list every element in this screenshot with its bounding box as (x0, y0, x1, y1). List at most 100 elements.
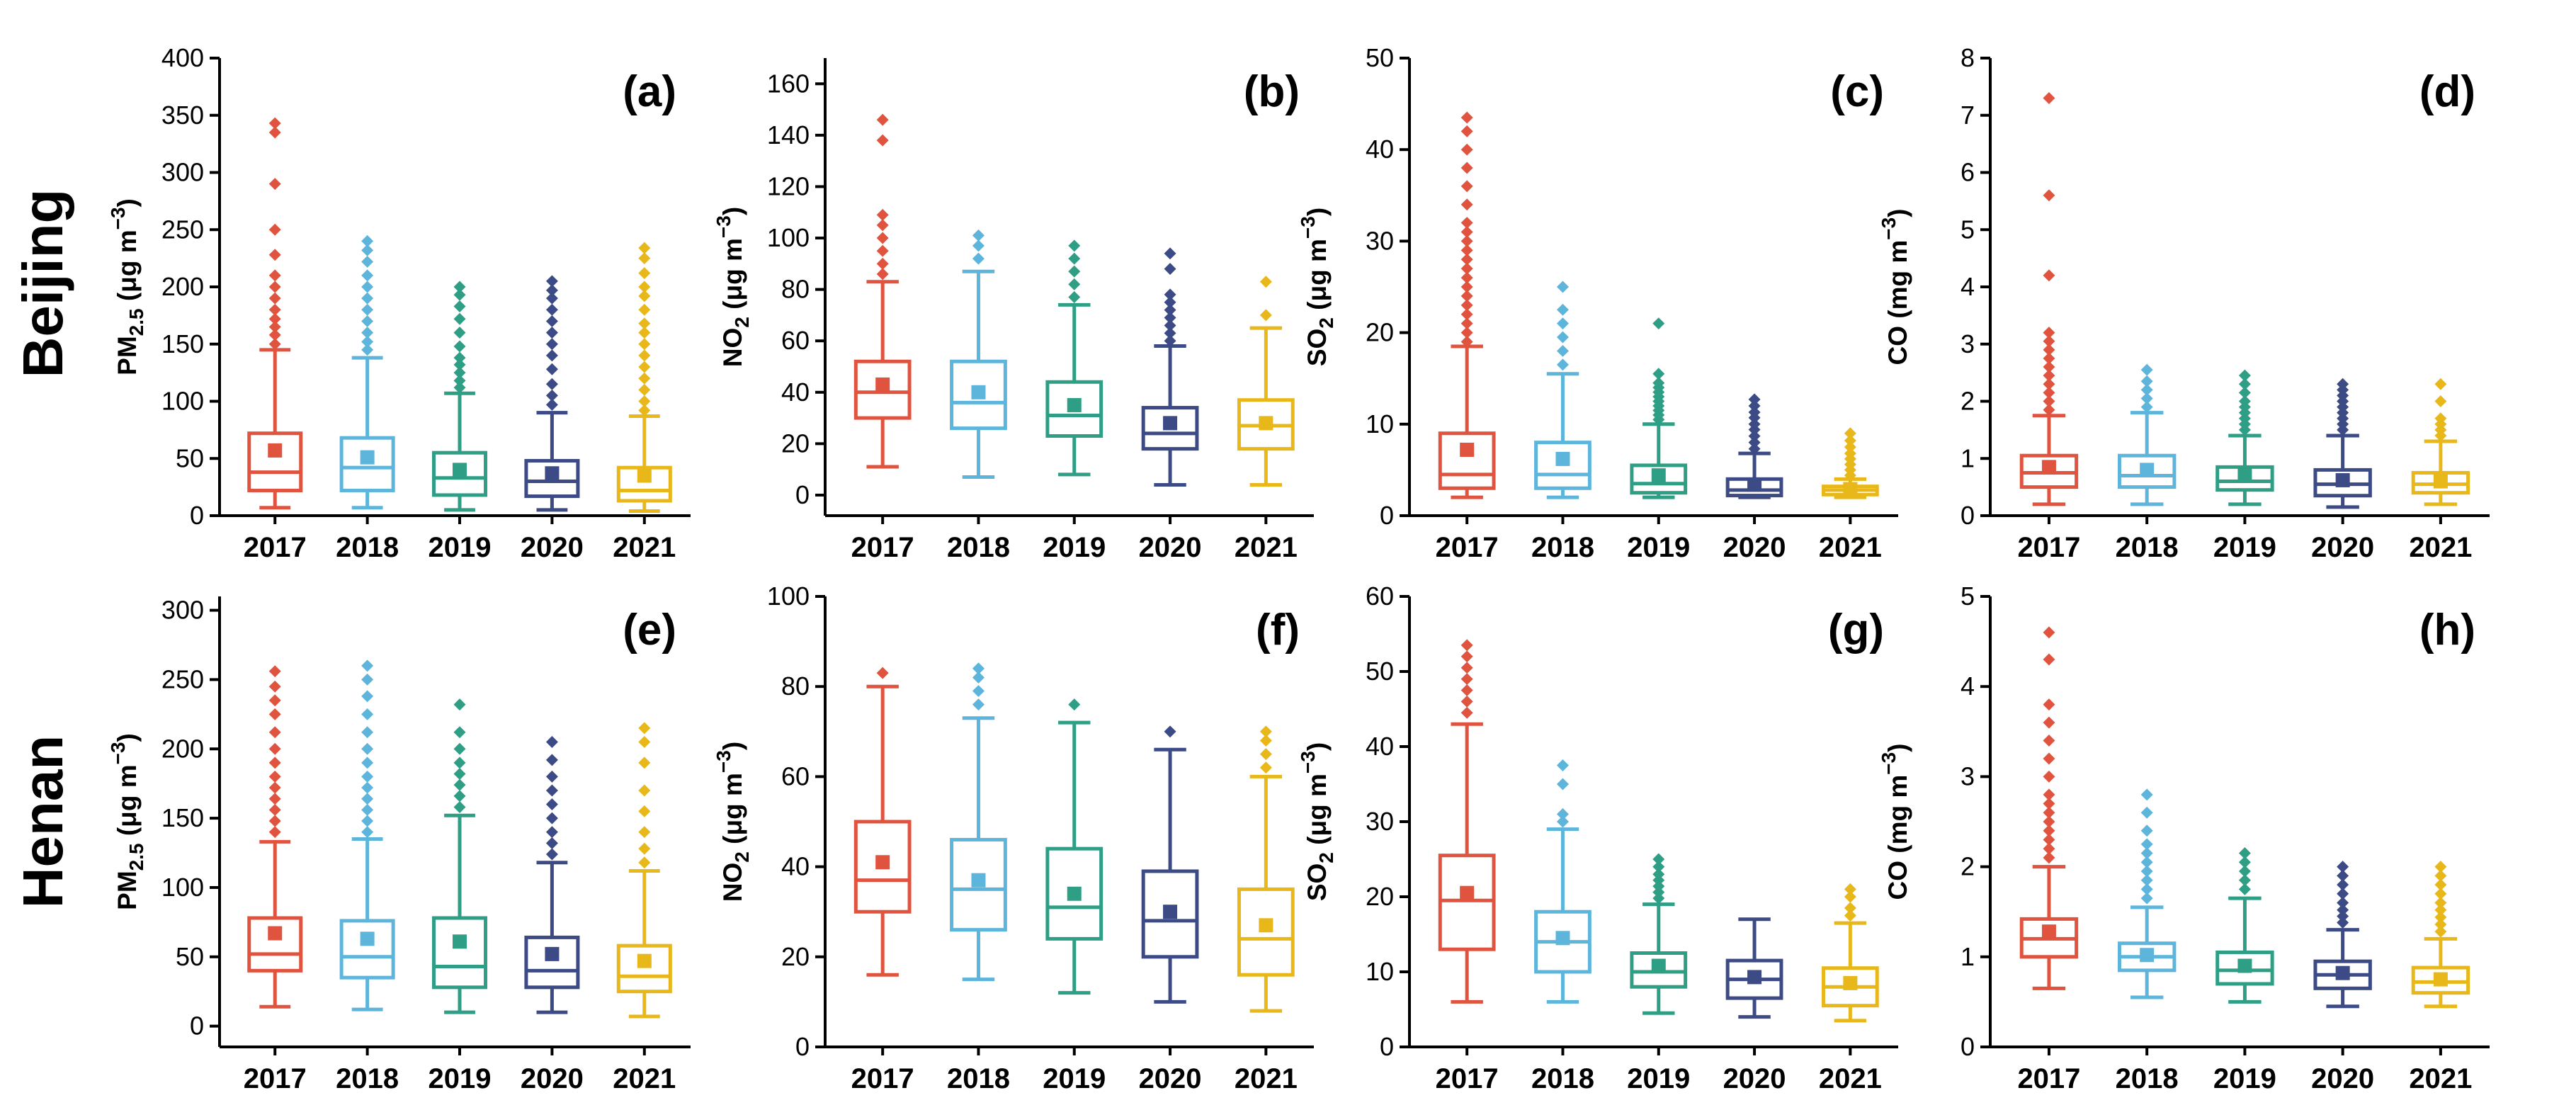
y-tick-label: 0 (1961, 1032, 1975, 1061)
iqr-box (432, 916, 488, 990)
mean-marker (971, 873, 986, 888)
outlier-point (1556, 358, 1569, 371)
y-label-superscript: −3 (713, 215, 734, 238)
x-tick-label: 2018 (2116, 1063, 2179, 1094)
y-tick-label: 60 (781, 326, 810, 355)
outlier-point (268, 756, 281, 769)
mean-marker (2140, 948, 2155, 963)
outlier-point (1652, 853, 1665, 866)
y-tick-label: 50 (176, 443, 204, 472)
outlier-point (268, 694, 281, 707)
outlier-point (2140, 788, 2153, 801)
outlier-point (2140, 883, 2153, 895)
outlier-point (1556, 303, 1569, 316)
outlier-point (1556, 759, 1569, 771)
x-tick-label: 2017 (2017, 532, 2080, 563)
x-tick-label: 2018 (1531, 532, 1594, 563)
outlier-point (545, 798, 558, 811)
iqr-box (247, 916, 303, 973)
outlier-point (2238, 883, 2251, 895)
outlier-point (2043, 395, 2055, 407)
y-tick-label: 20 (781, 942, 810, 971)
outlier-point (876, 232, 889, 244)
y-tick-label: 50 (176, 942, 204, 971)
outlier-point (453, 300, 466, 312)
outlier-point (268, 803, 281, 816)
outlier-point (1460, 684, 1473, 696)
outlier-point (1068, 291, 1081, 304)
y-axis-label: PM2.5 (μg m−3) (107, 733, 147, 910)
mean-marker (2433, 972, 2448, 987)
outlier-point (2434, 878, 2447, 891)
outlier-point (453, 800, 466, 813)
mean-marker (1163, 905, 1178, 919)
outlier-point (1844, 447, 1856, 460)
box-2017 (2019, 626, 2079, 990)
box-2021 (1237, 725, 1295, 1013)
outlier-point (453, 358, 466, 371)
box-2021 (616, 722, 672, 1019)
outlier-point (268, 280, 281, 293)
x-tick-label: 2019 (2213, 1063, 2276, 1094)
outlier-point (268, 117, 281, 130)
outlier-point (545, 314, 558, 327)
outlier-point (1460, 639, 1473, 652)
outlier-point (545, 784, 558, 797)
mean-marker (453, 463, 467, 477)
mean-marker (875, 855, 890, 870)
mean-marker (1460, 442, 1475, 457)
x-tick-label: 2020 (2311, 1063, 2374, 1094)
outlier-point (1652, 377, 1665, 390)
x-tick-label: 2019 (1043, 1063, 1106, 1094)
mean-marker (268, 443, 283, 458)
outlier-point (638, 735, 651, 748)
x-tick-label: 2019 (1043, 532, 1106, 563)
outlier-point (268, 321, 281, 334)
outlier-point (545, 812, 558, 824)
iqr-box (1438, 854, 1496, 951)
outlier-point (2043, 770, 2055, 783)
x-tick-label: 2021 (613, 532, 676, 563)
y-tick-label: 350 (161, 101, 204, 130)
x-tick-label: 2018 (947, 532, 1010, 563)
mean-marker (637, 953, 652, 968)
outlier-point (2337, 896, 2349, 909)
box-2021 (1821, 883, 1879, 1023)
outlier-point (972, 698, 985, 711)
outlier-point (361, 336, 374, 348)
outlier-point (453, 288, 466, 301)
box-2019 (2215, 369, 2274, 506)
x-tick-label: 2017 (1436, 1063, 1499, 1094)
outlier-point (453, 756, 466, 769)
outlier-point (453, 366, 466, 379)
outlier-point (1460, 111, 1473, 124)
outlier-point (638, 856, 651, 869)
outlier-point (638, 349, 651, 362)
outlier-point (2434, 925, 2447, 938)
outlier-point (2043, 361, 2055, 373)
x-tick-label: 2021 (613, 1063, 676, 1094)
outlier-point (638, 280, 651, 293)
outlier-point (638, 395, 651, 407)
panel-label: (b) (1244, 67, 1300, 116)
outlier-point (361, 826, 374, 839)
outlier-point (1748, 436, 1761, 449)
panel-label: (f) (1256, 606, 1300, 654)
outlier-point (361, 344, 374, 356)
outlier-point (1259, 276, 1272, 288)
outlier-point (972, 685, 985, 698)
y-tick-label: 80 (781, 672, 810, 701)
y-label-close: ) (1883, 208, 1912, 217)
outlier-point (1556, 778, 1569, 790)
x-tick-label: 2018 (336, 532, 399, 563)
y-tick-label: 0 (190, 1012, 204, 1041)
x-tick-label: 2019 (429, 532, 492, 563)
outlier-point (876, 208, 889, 221)
outlier-point (638, 784, 651, 797)
outlier-point (2434, 911, 2447, 924)
mean-marker (1747, 477, 1762, 492)
mean-marker (2140, 463, 2155, 477)
y-tick-label: 2 (1961, 852, 1975, 881)
outlier-point (268, 781, 281, 794)
